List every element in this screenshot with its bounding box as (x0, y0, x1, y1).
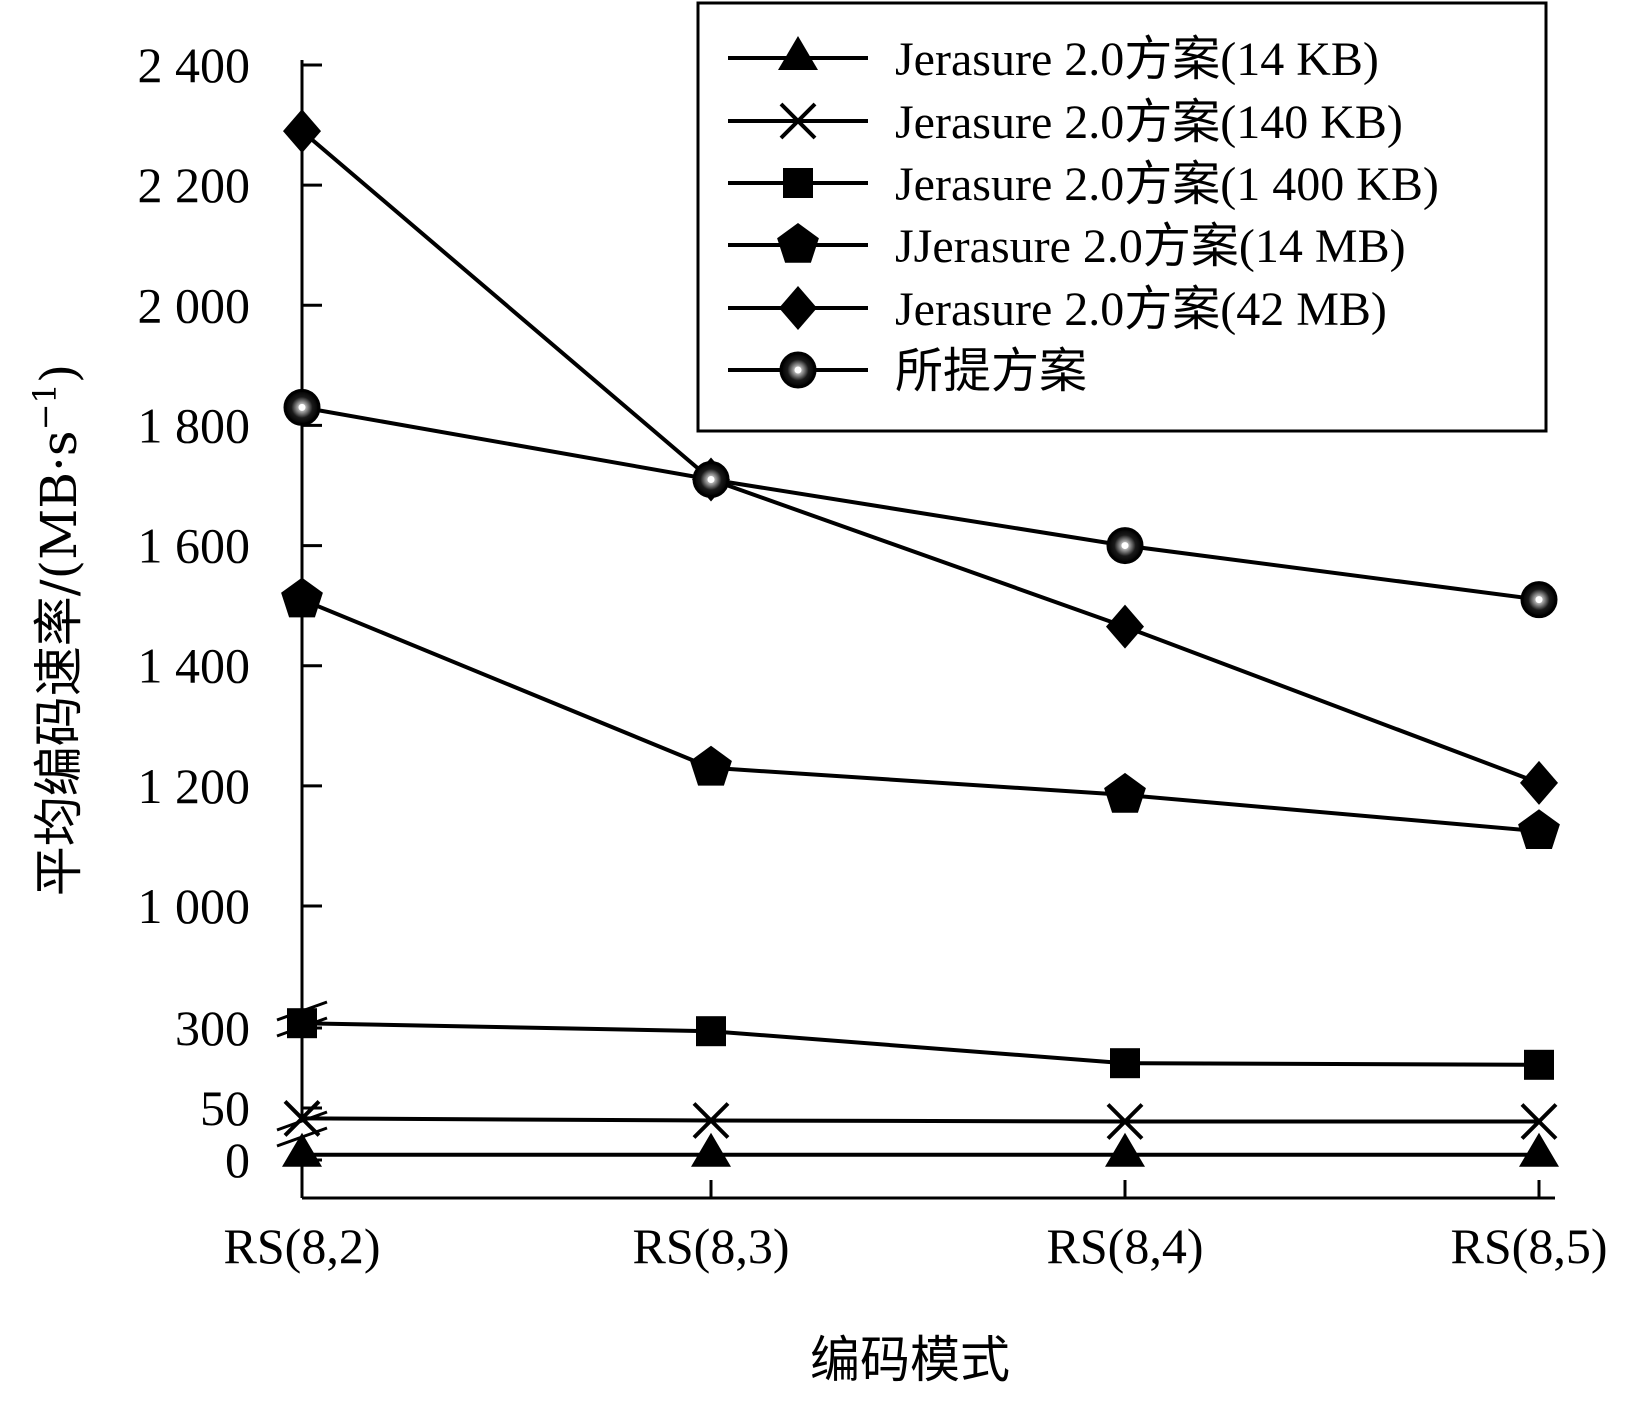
y-tick-label: 1 200 (138, 758, 251, 814)
marker-highlight (1121, 542, 1129, 550)
diamond-marker (283, 109, 321, 154)
x-marker (1106, 1103, 1144, 1140)
y-axis-title-exponent: −1 (26, 383, 64, 430)
x-tick-label: RS(8,4) (1047, 1218, 1204, 1274)
legend-label: Jerasure 2.0方案(140 KB) (895, 96, 1403, 149)
y-tick-label: 2 000 (138, 277, 251, 333)
diamond-marker (1106, 604, 1144, 649)
y-tick-label: 2 200 (138, 157, 251, 213)
legend-x-marker (779, 102, 817, 140)
y-tick-label: 300 (175, 1000, 250, 1056)
y-axis-title: 平均编码速率/(MB·s−1) (26, 364, 88, 897)
series-6 (283, 388, 1558, 619)
square-marker (1524, 1049, 1554, 1080)
legend-label: JJerasure 2.0方案(14 MB) (895, 220, 1406, 273)
x-marker (283, 1099, 321, 1137)
y-axis-title-close: ) (30, 364, 88, 384)
legend-label: Jerasure 2.0方案(14 KB) (895, 33, 1379, 86)
marker-stroke (1520, 1103, 1558, 1140)
triangle-marker (691, 1132, 731, 1167)
marker-stroke (692, 1102, 730, 1139)
circle-marker (692, 460, 730, 498)
y-tick-label: 1 800 (138, 397, 251, 453)
legend-item: Jerasure 2.0方案(42 MB) (728, 283, 1387, 336)
x-tick-label: RS(8,5) (1451, 1218, 1608, 1274)
x-marker (1520, 1103, 1558, 1140)
series-3 (287, 1008, 1554, 1080)
y-tick-label: 0 (225, 1132, 250, 1188)
series-line (301, 1021, 1540, 1067)
legend-pentagon-marker (777, 223, 819, 263)
pentagon-marker (1518, 809, 1560, 849)
legend-item: 所提方案 (728, 345, 1087, 398)
series-4 (281, 577, 1560, 849)
x-ticks: RS(8,2) RS(8,3) RS(8,4) RS(8,5) (224, 1180, 1608, 1274)
series-layer (281, 109, 1560, 1167)
legend-label: Jerasure 2.0方案(1 400 KB) (895, 158, 1439, 211)
x-tick-label: RS(8,2) (224, 1218, 381, 1274)
legend-circle-marker (779, 351, 817, 389)
square-marker (1110, 1048, 1140, 1079)
y-tick-label: 50 (200, 1080, 250, 1136)
legend: Jerasure 2.0方案(14 KB) Jerasure 2.0方案(140 … (696, 1, 1548, 433)
marker-stroke (283, 1099, 321, 1137)
y-ticks: 1 000 1 200 1 400 1 600 1 800 2 000 2 200 2 400… (138, 37, 322, 1188)
square-marker (696, 1016, 726, 1047)
series-1 (282, 1132, 1559, 1167)
y-tick-label: 1 400 (138, 638, 251, 694)
series-line (301, 597, 1540, 834)
triangle-marker (1105, 1132, 1145, 1167)
y-axis-title-main: 平均编码速率/(MB·s (30, 430, 88, 896)
legend-item: JJerasure 2.0方案(14 MB) (728, 220, 1406, 273)
x-axis-title: 编码模式 (810, 1331, 1010, 1389)
legend-item: Jerasure 2.0方案(1 400 KB) (728, 158, 1439, 211)
legend-diamond-marker (779, 286, 817, 330)
marker-highlight (298, 403, 306, 411)
legend-square-marker (783, 168, 813, 198)
y-tick-label: 1 600 (138, 518, 251, 574)
circle-marker (1520, 581, 1558, 619)
y-tick-label: 2 400 (138, 37, 251, 93)
legend-label: 所提方案 (895, 345, 1087, 398)
marker-highlight (794, 366, 802, 374)
series-2 (283, 1099, 1558, 1140)
triangle-marker (282, 1132, 322, 1167)
pentagon-marker (1104, 772, 1146, 813)
marker-stroke (779, 102, 817, 140)
marker-highlight (707, 475, 715, 483)
series-line (300, 129, 1540, 785)
circle-marker (1106, 527, 1144, 565)
legend-box (696, 1, 1548, 433)
diamond-marker (1520, 760, 1558, 805)
marker-stroke (1106, 1103, 1144, 1140)
triangle-marker (1519, 1132, 1559, 1167)
pentagon-marker (281, 577, 323, 618)
series-line (301, 405, 1540, 602)
legend-item: Jerasure 2.0方案(14 KB) (728, 33, 1379, 86)
y-tick-label: 1 000 (138, 878, 251, 934)
legend-label: Jerasure 2.0方案(42 MB) (895, 283, 1387, 336)
x-tick-label: RS(8,3) (633, 1218, 790, 1274)
marker-highlight (1535, 596, 1543, 604)
square-marker (287, 1008, 317, 1039)
legend-item: Jerasure 2.0方案(140 KB) (728, 96, 1403, 149)
series-line (301, 1116, 1539, 1124)
circle-marker (283, 388, 321, 426)
legend-triangle-marker (778, 36, 818, 70)
x-marker (692, 1102, 730, 1139)
pentagon-marker (690, 745, 732, 786)
